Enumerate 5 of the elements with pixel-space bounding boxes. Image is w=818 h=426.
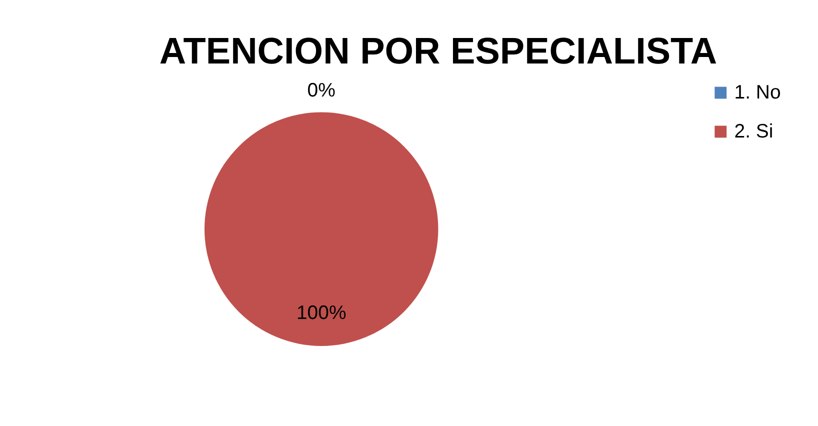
legend-label: 2. Si [734, 120, 774, 143]
text: 0% [307, 80, 336, 102]
chart-title: ATENCION POR ESPECIALISTA [159, 30, 718, 72]
data-label: 100% [296, 302, 346, 324]
legend-label: 1. No [734, 82, 781, 104]
